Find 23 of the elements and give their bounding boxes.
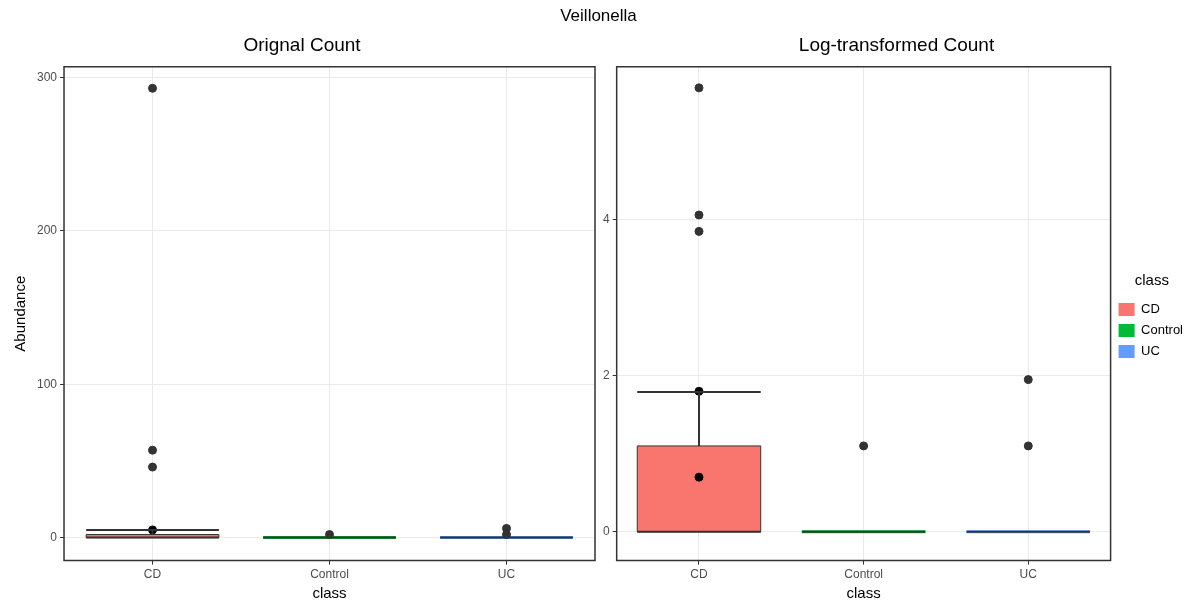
y-tick-label: 0 — [50, 529, 58, 544]
legend-label: UC — [1141, 343, 1160, 359]
y-axis-title: Abundance — [11, 275, 29, 352]
y-tick-label: 4 — [602, 212, 610, 227]
x-axis-title: class — [846, 584, 881, 602]
legend-label: Control — [1141, 322, 1184, 338]
y-tick-label: 2 — [602, 368, 610, 383]
x-tick-label: CD — [143, 567, 162, 582]
y-tick-label: 300 — [36, 69, 58, 84]
y-tick-label: 100 — [36, 376, 58, 391]
chart-title: Orignal Count — [243, 33, 362, 55]
x-tick-label: UC — [1019, 567, 1038, 582]
x-tick-label: UC — [497, 567, 516, 582]
text: Veillonella — [560, 6, 637, 25]
legend-label: CD — [1141, 301, 1160, 317]
x-tick-label: Control — [310, 567, 349, 582]
y-tick-label: 0 — [602, 524, 610, 539]
chart-title: Log-transformed Count — [798, 33, 995, 55]
x-tick-label: Control — [844, 567, 883, 582]
legend-title: class — [1134, 270, 1169, 288]
x-axis-title: class — [312, 584, 347, 602]
y-tick-label: 200 — [36, 223, 58, 238]
x-tick-label: CD — [690, 567, 708, 582]
